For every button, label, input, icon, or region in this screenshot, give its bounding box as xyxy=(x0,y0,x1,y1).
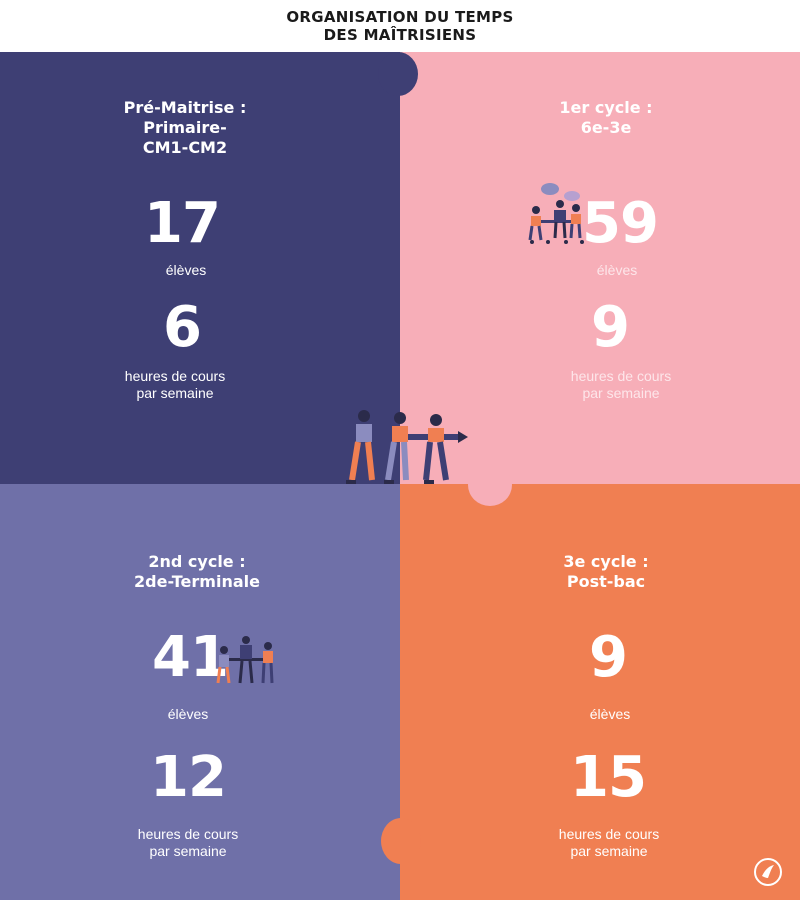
page-title-line2: DES MAÎTRISIENS xyxy=(323,26,477,44)
q4-hours-label: heures de cours par semaine xyxy=(558,826,660,859)
puzzle-tab-q4 xyxy=(381,818,421,864)
puzzle-tab-q2 xyxy=(468,464,512,506)
team-pulling-pencil-illustration xyxy=(346,410,468,484)
puzzle-tab-q1 xyxy=(378,52,418,96)
q1-students-count: 17 xyxy=(144,191,221,256)
q3-students-label: élèves xyxy=(167,706,209,722)
q4-students-count: 9 xyxy=(589,625,628,690)
quadrant-pre-maitrise xyxy=(0,52,400,484)
q2-students-count: 59 xyxy=(582,191,659,256)
q3-hours-count: 12 xyxy=(150,745,227,810)
people-meeting-illustration xyxy=(528,183,584,244)
quadrant-1er-cycle xyxy=(400,52,800,484)
q2-students-label: élèves xyxy=(596,262,638,278)
q4-hours-count: 15 xyxy=(570,745,647,810)
q3-hours-label: heures de cours par semaine xyxy=(137,826,239,859)
q3-students-count: 41 xyxy=(152,625,229,690)
page-header: ORGANISATION DU TEMPS DES MAÎTRISIENS xyxy=(0,0,800,52)
quadrant-2nd-cycle xyxy=(0,484,400,900)
q1-hours-label: heures de cours par semaine xyxy=(124,368,226,401)
q4-category: 3e cycle : Post-bac xyxy=(563,552,649,591)
q1-hours-count: 6 xyxy=(163,295,202,360)
q4-students-label: élèves xyxy=(589,706,631,722)
q2-category: 1er cycle : 6e-3e xyxy=(559,98,653,137)
q3-category: 2nd cycle : 2de-Terminale xyxy=(134,552,260,591)
q1-category: Pré-Maitrise : Primaire- CM1-CM2 xyxy=(123,98,247,157)
q1-students-label: élèves xyxy=(165,262,207,278)
quadrant-3e-cycle xyxy=(400,484,800,900)
q2-hours-count: 9 xyxy=(591,295,630,360)
bird-logo-icon xyxy=(754,858,782,886)
people-desk-illustration xyxy=(216,636,274,684)
page-title-line1: ORGANISATION DU TEMPS xyxy=(286,8,514,26)
q2-hours-label: heures de cours par semaine xyxy=(570,368,672,401)
